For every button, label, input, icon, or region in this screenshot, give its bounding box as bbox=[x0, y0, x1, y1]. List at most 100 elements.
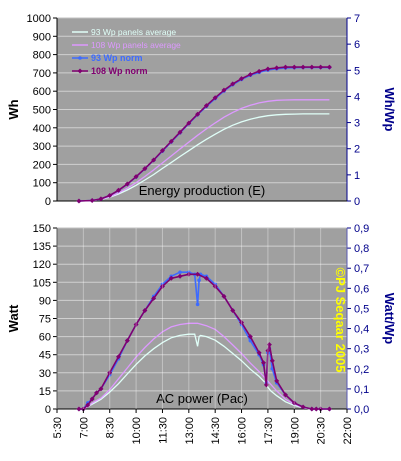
bottom-series-line bbox=[79, 333, 330, 410]
bottom-data-point bbox=[265, 348, 271, 354]
legend-entry-label: 93 Wp panels average bbox=[91, 27, 176, 37]
x-tick-label: 13:00 bbox=[184, 417, 196, 445]
bottom-data-point bbox=[168, 275, 174, 281]
top-data-point bbox=[221, 87, 227, 93]
bottom-left-tick-label: 120 bbox=[33, 259, 51, 271]
bottom-right-tick-label: 0,9 bbox=[354, 223, 369, 235]
bottom-data-point bbox=[300, 404, 306, 410]
top-left-tick-label: 0 bbox=[45, 196, 51, 208]
bottom-left-tick-label: 60 bbox=[39, 332, 51, 344]
bottom-right-tick-label: 0,4 bbox=[354, 324, 369, 336]
bottom-data-point bbox=[230, 307, 236, 313]
bottom-data-point bbox=[256, 350, 262, 356]
top-data-point bbox=[133, 174, 139, 180]
top-data-point bbox=[98, 196, 104, 202]
bottom-data-point bbox=[221, 293, 227, 299]
top-data-point bbox=[116, 187, 122, 193]
top-right-tick-label: 3 bbox=[354, 118, 360, 130]
top-data-point bbox=[212, 95, 218, 101]
top-data-point bbox=[318, 64, 324, 70]
bottom-left-tick-label: 75 bbox=[39, 314, 51, 326]
bottom-data-point bbox=[159, 283, 165, 289]
bottom-data-point bbox=[107, 370, 113, 376]
bottom-data-point bbox=[282, 392, 288, 398]
top-left-tick-label: 300 bbox=[33, 141, 51, 153]
x-tick-label: 19:00 bbox=[289, 417, 301, 445]
bottom-data-point bbox=[94, 390, 100, 396]
top-right-tick-label: 5 bbox=[354, 65, 360, 77]
bottom-right-tick-label: 0,2 bbox=[354, 364, 369, 376]
top-left-tick-label: 800 bbox=[33, 50, 51, 62]
bottom-data-point bbox=[203, 275, 209, 281]
bottom-data-point bbox=[178, 270, 182, 275]
top-data-point bbox=[151, 157, 157, 163]
legend-marker bbox=[78, 56, 82, 60]
top-left-axis-label: Wh bbox=[6, 99, 21, 119]
top-right-tick-label: 2 bbox=[354, 144, 360, 156]
bottom-right-tick-label: 0,6 bbox=[354, 283, 369, 295]
bottom-data-point bbox=[133, 322, 139, 328]
top-series-line bbox=[78, 99, 330, 202]
bottom-left-tick-label: 90 bbox=[39, 295, 51, 307]
bottom-data-point bbox=[309, 406, 315, 412]
top-data-point bbox=[76, 198, 82, 204]
x-tick-label: 22:00 bbox=[342, 417, 354, 445]
x-tick-label: 7:00 bbox=[78, 417, 90, 438]
bottom-data-point bbox=[177, 273, 183, 279]
bottom-chart-title: AC power (Pac) bbox=[156, 391, 248, 406]
top-right-tick-label: 1 bbox=[354, 170, 360, 182]
top-data-point bbox=[177, 129, 183, 135]
top-left-tick-label: 400 bbox=[33, 123, 51, 135]
bottom-data-point bbox=[313, 406, 319, 412]
bottom-left-tick-label: 45 bbox=[39, 350, 51, 362]
x-tick-label: 8:30 bbox=[105, 417, 117, 438]
top-right-tick-label: 0 bbox=[354, 196, 360, 208]
top-left-tick-label: 500 bbox=[33, 105, 51, 117]
bottom-data-point bbox=[76, 406, 82, 412]
top-data-point bbox=[282, 64, 288, 70]
top-data-point bbox=[203, 103, 209, 109]
bottom-left-tick-label: 105 bbox=[33, 277, 51, 289]
top-data-point bbox=[309, 64, 315, 70]
top-data-point bbox=[230, 81, 236, 87]
bottom-data-point bbox=[116, 354, 122, 360]
top-left-tick-label: 600 bbox=[33, 86, 51, 98]
top-data-point bbox=[142, 166, 148, 172]
copyright-text: ©PJ Seqaar 2005 bbox=[333, 268, 348, 373]
bottom-left-tick-label: 135 bbox=[33, 241, 51, 253]
top-data-point bbox=[168, 138, 174, 144]
bottom-data-point bbox=[89, 396, 95, 402]
x-tick-label: 20:30 bbox=[316, 417, 328, 445]
top-left-tick-label: 100 bbox=[33, 178, 51, 190]
bottom-data-point bbox=[263, 382, 269, 388]
top-data-point bbox=[256, 68, 262, 74]
top-chart-title: Energy production (E) bbox=[139, 183, 265, 198]
bottom-series-line bbox=[79, 322, 330, 410]
top-data-point bbox=[274, 65, 280, 71]
top-right-axis-label: Wh/Wp bbox=[382, 87, 397, 131]
bottom-data-point bbox=[98, 386, 104, 392]
x-tick-label: 14:30 bbox=[210, 417, 222, 445]
top-data-point bbox=[239, 76, 245, 82]
bottom-left-axis-label: Watt bbox=[6, 304, 21, 332]
top-right-tick-label: 6 bbox=[354, 39, 360, 51]
top-data-point bbox=[107, 193, 113, 199]
bottom-right-tick-label: 0,7 bbox=[354, 263, 369, 275]
legend-marker bbox=[77, 68, 83, 74]
top-data-point bbox=[124, 181, 130, 187]
bottom-data-point bbox=[212, 283, 218, 289]
bottom-data-point bbox=[186, 271, 192, 277]
bottom-data-point bbox=[266, 342, 272, 348]
bottom-data-point bbox=[274, 378, 280, 384]
bottom-right-tick-label: 0,1 bbox=[354, 384, 369, 396]
bottom-left-tick-label: 0 bbox=[45, 404, 51, 416]
top-data-point bbox=[159, 148, 165, 154]
top-data-point bbox=[300, 64, 306, 70]
bottom-right-axis-label: Watt/Wp bbox=[382, 293, 397, 345]
x-tick-label: 11:30 bbox=[157, 417, 169, 444]
top-data-point bbox=[326, 64, 332, 70]
top-data-point bbox=[247, 71, 253, 77]
bottom-data-point bbox=[269, 358, 275, 364]
bottom-data-point bbox=[85, 402, 91, 408]
top-data-point bbox=[195, 111, 201, 117]
